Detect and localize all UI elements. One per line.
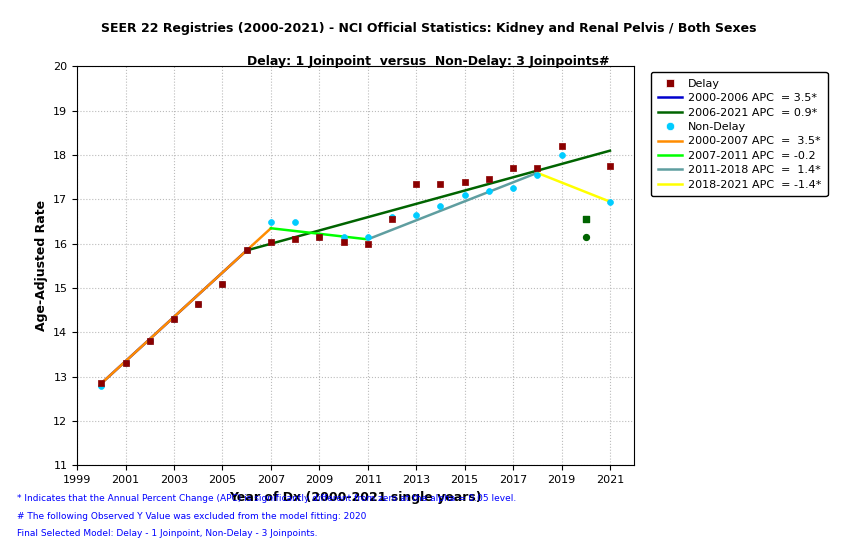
Text: Delay: 1 Joinpoint  versus  Non-Delay: 3 Joinpoints#: Delay: 1 Joinpoint versus Non-Delay: 3 J…	[248, 55, 609, 68]
Y-axis label: Age-Adjusted Rate: Age-Adjusted Rate	[35, 201, 48, 331]
Point	[434, 202, 447, 211]
Point	[361, 233, 375, 242]
Point	[264, 217, 278, 226]
Point	[530, 171, 544, 179]
Point	[482, 175, 495, 184]
Point	[385, 215, 399, 224]
Point	[337, 233, 351, 242]
Point	[94, 379, 108, 388]
Point	[458, 177, 471, 186]
Point	[578, 215, 592, 224]
Point	[410, 179, 423, 188]
Point	[288, 235, 302, 244]
Point	[143, 337, 157, 346]
Point	[361, 239, 375, 248]
Point	[216, 279, 230, 288]
Text: * Indicates that the Annual Percent Change (APC) is significantly different from: * Indicates that the Annual Percent Chan…	[17, 494, 517, 504]
Point	[603, 197, 617, 206]
Text: # The following Observed Y Value was excluded from the model fitting: 2020: # The following Observed Y Value was exc…	[17, 512, 367, 521]
Point	[119, 359, 133, 368]
Point	[191, 299, 205, 308]
Point	[119, 359, 133, 368]
Point	[288, 217, 302, 226]
Point	[216, 279, 230, 288]
Point	[603, 162, 617, 171]
Point	[385, 213, 399, 222]
Point	[506, 184, 520, 193]
Text: SEER 22 Registries (2000-2021) - NCI Official Statistics: Kidney and Renal Pelvi: SEER 22 Registries (2000-2021) - NCI Off…	[101, 22, 756, 35]
Point	[240, 246, 254, 255]
Point	[434, 179, 447, 188]
Point	[410, 211, 423, 219]
Point	[167, 315, 181, 324]
Point	[482, 186, 495, 195]
Legend: Delay, 2000-2006 APC  = 3.5*, 2006-2021 APC  = 0.9*, Non-Delay, 2000-2007 APC  =: Delay, 2000-2006 APC = 3.5*, 2006-2021 A…	[650, 72, 828, 197]
Point	[143, 337, 157, 346]
Text: Final Selected Model: Delay - 1 Joinpoint, Non-Delay - 3 Joinpoints.: Final Selected Model: Delay - 1 Joinpoin…	[17, 529, 318, 538]
Point	[313, 233, 327, 242]
Point	[578, 233, 592, 242]
Point	[530, 164, 544, 173]
Point	[313, 233, 327, 242]
Point	[94, 381, 108, 390]
Point	[191, 299, 205, 308]
X-axis label: Year of Dx (2000-2021 single years): Year of Dx (2000-2021 single years)	[230, 491, 482, 504]
Point	[554, 151, 568, 160]
Point	[240, 246, 254, 255]
Point	[458, 191, 471, 199]
Point	[337, 237, 351, 246]
Point	[554, 142, 568, 151]
Point	[264, 237, 278, 246]
Point	[167, 315, 181, 324]
Point	[506, 164, 520, 173]
